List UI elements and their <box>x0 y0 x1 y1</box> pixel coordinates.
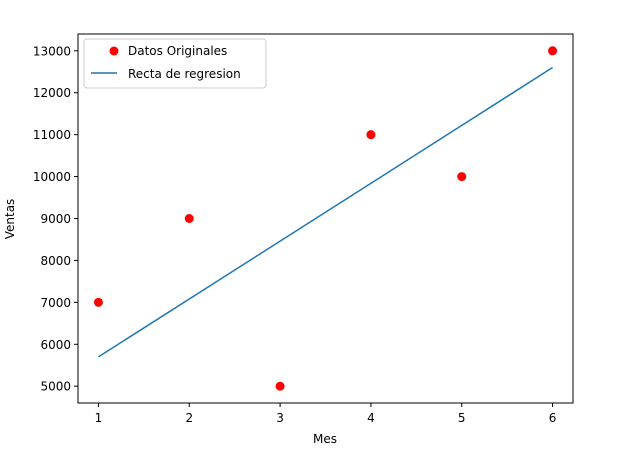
x-tick-label: 2 <box>185 411 193 425</box>
legend-label-recta-de-regresion: Recta de regresion <box>128 67 241 81</box>
y-axis-label: Ventas <box>3 199 17 240</box>
legend-box <box>83 38 267 89</box>
data-point-datos-originales <box>457 172 467 182</box>
y-tick-label: 6000 <box>40 338 71 352</box>
y-tick-label: 7000 <box>40 296 71 310</box>
x-tick-label: 4 <box>367 411 375 425</box>
data-point-datos-originales <box>548 46 558 56</box>
x-axis: 1 2 3 4 5 6 <box>95 403 557 425</box>
x-axis-label: Mes <box>313 432 337 446</box>
legend: Datos Originales Recta de regresion <box>83 38 267 89</box>
data-point-datos-originales <box>184 214 194 223</box>
y-tick-label: 9000 <box>40 212 71 226</box>
y-tick-label: 5000 <box>40 380 71 394</box>
y-axis: 5000 6000 7000 8000 9000 10000 11000 12000 13000 <box>33 44 78 394</box>
y-tick-label: 13000 <box>33 44 71 58</box>
x-tick-label: 3 <box>276 411 284 425</box>
legend-marker-datos-originales <box>109 46 119 56</box>
x-tick-label: 5 <box>458 411 466 425</box>
data-point-datos-originales <box>275 381 285 391</box>
series-line-recta-de-regresion <box>98 66 553 358</box>
y-tick-label: 11000 <box>33 128 71 142</box>
data-point-datos-originales <box>93 297 103 307</box>
legend-label-datos-originales: Datos Originales <box>128 44 227 58</box>
x-tick-label: 1 <box>95 411 103 425</box>
x-tick-label: 6 <box>549 411 557 425</box>
data-point-datos-originales <box>366 130 376 140</box>
y-tick-label: 8000 <box>40 254 71 268</box>
y-tick-label: 10000 <box>33 170 71 184</box>
plot-area <box>77 33 574 404</box>
y-tick-label: 12000 <box>33 86 71 100</box>
